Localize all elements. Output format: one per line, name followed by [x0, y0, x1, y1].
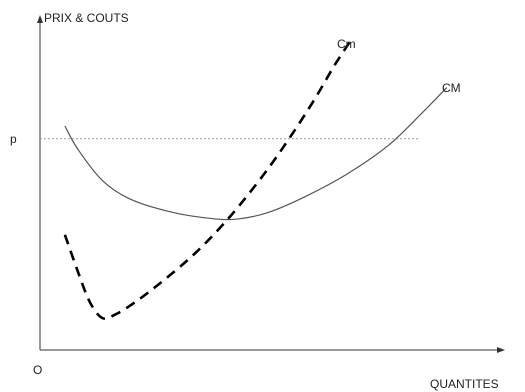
price-label: p — [10, 132, 17, 146]
x-axis-label: QUANTITES — [430, 377, 499, 391]
origin-label: O — [33, 363, 42, 377]
y-axis-arrow — [37, 15, 43, 23]
average-cost-label: CM — [442, 81, 461, 95]
marginal-cost-label: Cm — [337, 37, 356, 51]
marginal-cost-curve — [63, 38, 353, 321]
y-axis-label: PRIX & COUTS — [44, 11, 129, 25]
average-cost-curve — [64, 87, 448, 221]
x-axis-arrow — [497, 347, 505, 353]
